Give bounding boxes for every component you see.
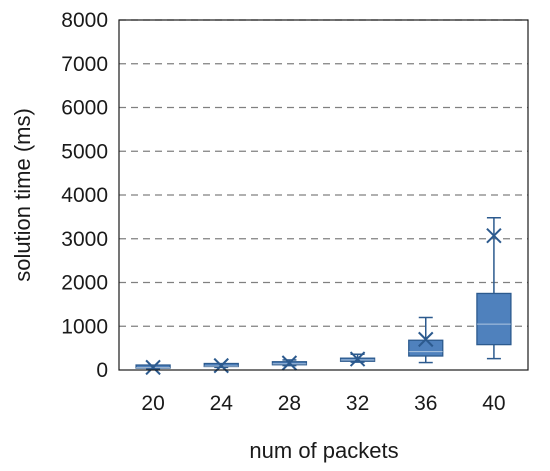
y-tick-label: 6000: [61, 97, 108, 120]
y-tick-label: 8000: [61, 9, 108, 32]
box-group: [476, 217, 512, 360]
mean-marker: [349, 351, 366, 367]
x-tick-label: 40: [482, 392, 505, 415]
y-axis-title: solution time (ms): [10, 108, 35, 282]
x-tick-label: 36: [414, 392, 437, 415]
box-group: [135, 359, 171, 376]
y-tick-label: 0: [96, 359, 108, 382]
box-iqr: [408, 339, 444, 357]
y-tick-label: 3000: [61, 228, 108, 251]
y-tick-label: 5000: [61, 140, 108, 163]
mean-marker: [418, 331, 434, 348]
mean-marker: [145, 359, 161, 376]
x-tick-labels: 20 24 28 32 36 40: [141, 392, 505, 415]
x-tick-label: 32: [346, 392, 369, 415]
x-axis-title: num of packets: [249, 438, 398, 463]
mean-marker: [281, 355, 298, 371]
x-tick-label: 28: [278, 392, 301, 415]
box-iqr: [476, 292, 512, 346]
box-series: [135, 217, 512, 376]
mean-marker: [486, 227, 502, 244]
y-tick-label: 7000: [61, 53, 108, 76]
x-tick-label: 20: [141, 392, 164, 415]
y-tick-label: 4000: [61, 184, 108, 207]
y-tick-labels: 0 1000 2000 3000 4000 5000 6000 7000 8000: [61, 9, 108, 382]
grid-lines: [119, 19, 528, 327]
box-group: [271, 355, 308, 371]
x-tick-label: 24: [210, 392, 234, 415]
box-group: [408, 316, 444, 364]
box-group: [339, 351, 376, 367]
y-tick-label: 1000: [61, 315, 108, 338]
y-tick-label: 2000: [61, 272, 108, 295]
plot-area-frame: [118, 19, 529, 371]
